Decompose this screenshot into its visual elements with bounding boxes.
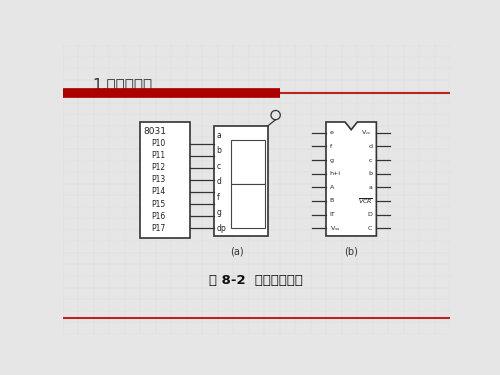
Text: V$_{cc}$: V$_{cc}$ [362, 128, 372, 137]
Text: C: C [368, 226, 372, 231]
Text: d: d [368, 144, 372, 149]
Text: d: d [216, 177, 222, 186]
Bar [140, 122, 190, 237]
Text: (b): (b) [344, 247, 358, 257]
Text: f: f [216, 193, 220, 202]
Text: 8031: 8031 [144, 127, 167, 136]
Text: (a): (a) [230, 247, 243, 257]
Text: c: c [216, 162, 221, 171]
Text: c: c [369, 158, 372, 162]
Text: A: A [330, 185, 334, 190]
Text: D: D [368, 212, 372, 217]
Text: IT: IT [330, 212, 336, 217]
Text: P11: P11 [151, 151, 165, 160]
Bar [230, 140, 265, 184]
Text: 图 8-2  静态显示原理: 图 8-2 静态显示原理 [210, 274, 303, 288]
Text: P10: P10 [151, 139, 165, 148]
Text: g: g [330, 158, 334, 162]
Text: P17: P17 [151, 224, 165, 233]
Text: P13: P13 [151, 176, 165, 184]
Text: P16: P16 [151, 211, 165, 220]
Text: h+i: h+i [330, 171, 341, 176]
Text: B: B [330, 198, 334, 204]
Text: b: b [216, 146, 222, 155]
Text: 1.　静态显示: 1. 静态显示 [92, 77, 152, 92]
Bar [214, 126, 268, 236]
Text: b: b [368, 171, 372, 176]
Text: P15: P15 [151, 200, 165, 208]
Text: dp: dp [216, 224, 226, 233]
Text: a: a [368, 185, 372, 190]
Text: e: e [330, 130, 334, 135]
Text: f: f [330, 144, 332, 149]
Text: a: a [216, 130, 222, 140]
Bar [230, 184, 265, 228]
Text: P14: P14 [151, 188, 165, 196]
Text: g: g [216, 208, 222, 217]
Text: P12: P12 [151, 163, 165, 172]
Polygon shape [326, 122, 376, 236]
Text: $\overline{VCR}$: $\overline{VCR}$ [358, 196, 372, 206]
Text: V$_{ss}$: V$_{ss}$ [330, 224, 340, 233]
